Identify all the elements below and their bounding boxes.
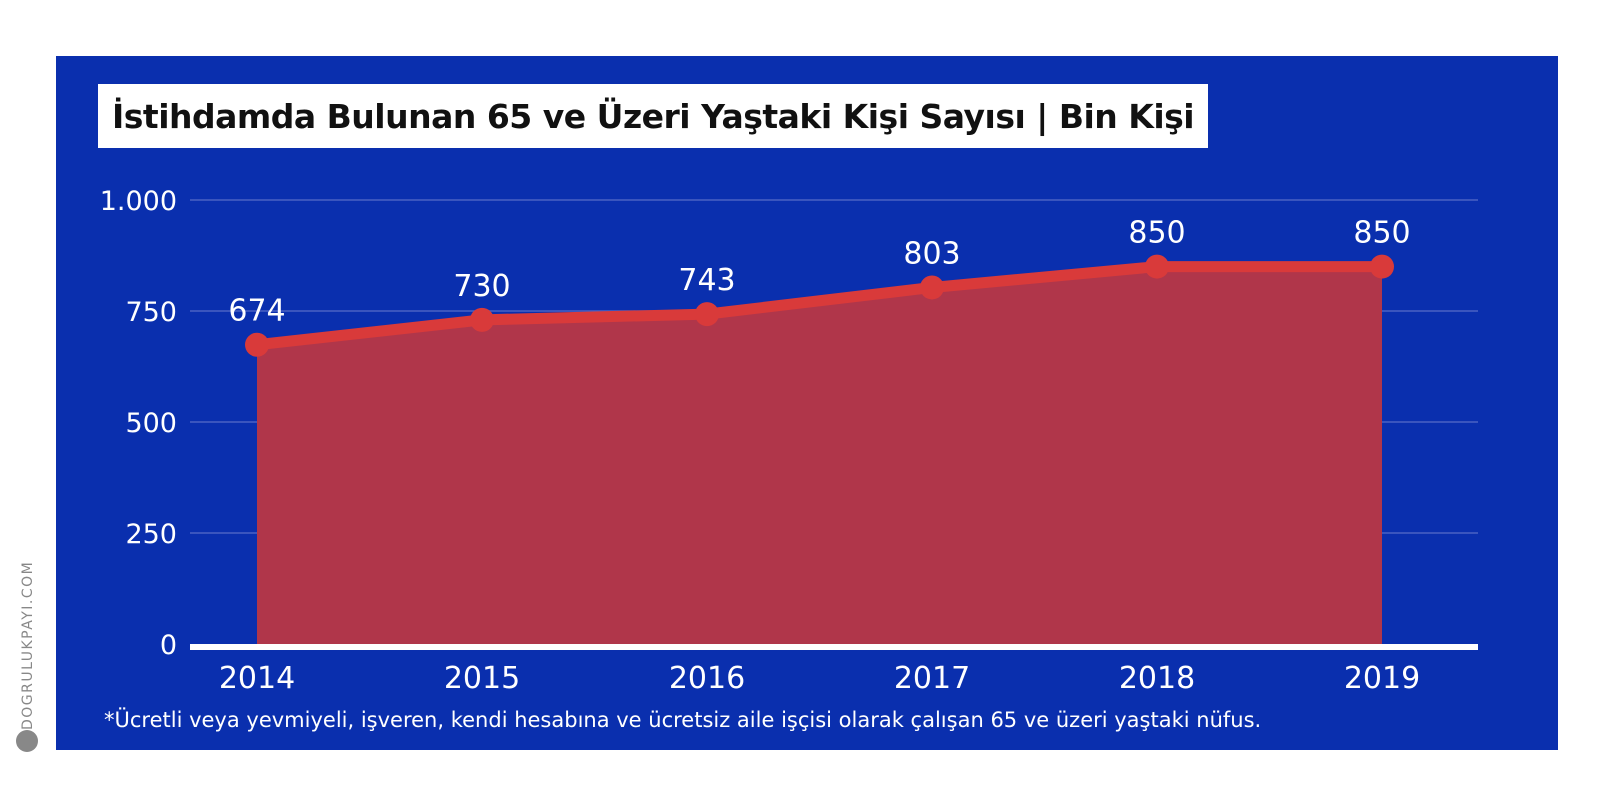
- footnote: *Ücretli veya yevmiyeli, işveren, kendi …: [104, 708, 1262, 732]
- y-tick-label: 500: [125, 408, 177, 439]
- y-tick-label: 750: [125, 297, 177, 328]
- data-labels: 674 730 743 803 850 850: [228, 216, 1410, 329]
- x-tick-label: 2014: [219, 661, 295, 696]
- x-tick-labels: 2014 2015 2016 2017 2018 2019: [219, 661, 1420, 696]
- series-line: [251, 261, 1388, 351]
- data-point: [920, 275, 944, 300]
- area-fill: [257, 266, 1382, 644]
- title-box: İstihdamda Bulunan 65 ve Üzeri Yaştaki K…: [98, 84, 1209, 148]
- y-tick-label: 0: [160, 630, 177, 661]
- data-point: [695, 302, 719, 327]
- x-tick-label: 2018: [1119, 661, 1195, 696]
- x-tick-label: 2016: [669, 661, 745, 696]
- area-layer: [257, 266, 1382, 644]
- data-point: [470, 307, 494, 332]
- x-tick-label: 2017: [894, 661, 970, 696]
- data-label: 850: [1128, 216, 1185, 251]
- line-layer: [251, 261, 1388, 351]
- data-point: [245, 332, 269, 357]
- y-tick-label: 1.000: [100, 186, 177, 217]
- x-tick-label: 2019: [1344, 661, 1420, 696]
- data-label: 743: [678, 263, 735, 298]
- data-label: 730: [453, 269, 510, 304]
- y-tick-labels: 0 250 500 750 1.000: [100, 186, 177, 661]
- data-label: 803: [903, 236, 960, 271]
- brand-watermark: DOGRULUKPAYI.COM: [14, 550, 42, 752]
- logo-icon: [16, 730, 38, 752]
- data-point: [1370, 254, 1394, 279]
- data-label: 850: [1353, 216, 1410, 251]
- data-label: 674: [228, 294, 285, 329]
- x-tick-label: 2015: [444, 661, 520, 696]
- data-point: [1145, 254, 1169, 279]
- y-tick-label: 250: [125, 519, 177, 550]
- chart-title: İstihdamda Bulunan 65 ve Üzeri Yaştaki K…: [112, 96, 1195, 136]
- points-layer: [245, 254, 1394, 357]
- brand-text: DOGRULUKPAYI.COM: [20, 560, 36, 730]
